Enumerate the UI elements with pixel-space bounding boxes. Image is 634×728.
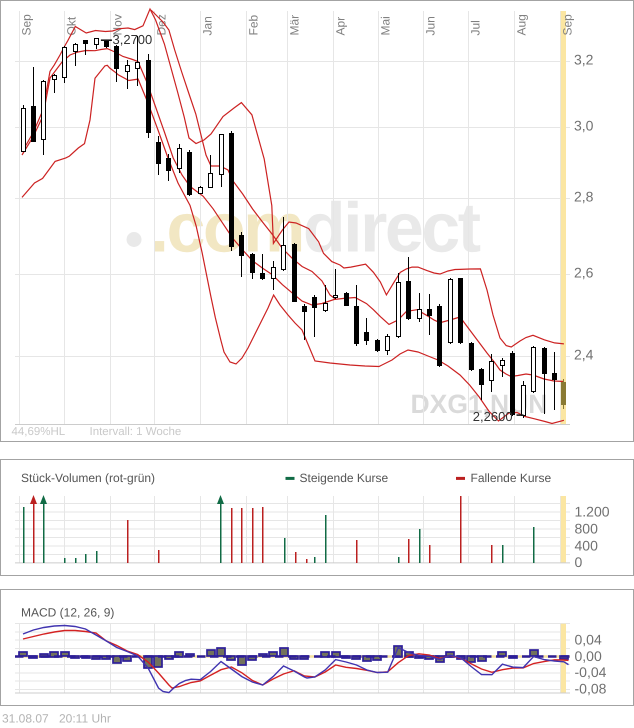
svg-text:3,0: 3,0 <box>574 118 594 134</box>
svg-text:Feb: Feb <box>247 14 261 35</box>
svg-text:0,04: 0,04 <box>575 631 602 647</box>
svg-text:400: 400 <box>575 537 599 553</box>
svg-text:Jan: Jan <box>201 16 215 35</box>
svg-text:Intervall: 1 Woche: Intervall: 1 Woche <box>90 426 182 438</box>
svg-text:20:11 Uhr: 20:11 Uhr <box>59 712 111 726</box>
svg-text:Mai: Mai <box>379 16 393 35</box>
svg-text:Sep: Sep <box>561 14 575 36</box>
svg-text:.comdirect: .comdirect <box>150 189 481 267</box>
svg-text:2,6: 2,6 <box>574 265 594 281</box>
svg-text:Mär: Mär <box>288 15 302 36</box>
svg-text:1.200: 1.200 <box>575 504 610 520</box>
svg-text:-0,04: -0,04 <box>575 664 607 680</box>
svg-text:0: 0 <box>575 554 583 570</box>
svg-text:Fallende Kurse: Fallende Kurse <box>471 471 552 485</box>
svg-text:31.08.07: 31.08.07 <box>2 712 49 726</box>
svg-text:2,8: 2,8 <box>574 189 594 205</box>
svg-text:Okt: Okt <box>65 16 79 35</box>
svg-text:0,00: 0,00 <box>575 648 602 664</box>
svg-text:Apr: Apr <box>334 17 348 36</box>
svg-text:3,2: 3,2 <box>574 52 594 68</box>
svg-text:MACD (12, 26, 9): MACD (12, 26, 9) <box>21 606 114 620</box>
svg-text:2,4: 2,4 <box>574 347 594 363</box>
svg-text:3,2700: 3,2700 <box>113 32 153 47</box>
svg-text:2,2600: 2,2600 <box>473 409 513 424</box>
svg-text:Steigende Kurse: Steigende Kurse <box>300 471 389 485</box>
svg-text:44,69%HL: 44,69%HL <box>12 426 66 438</box>
svg-text:800: 800 <box>575 520 599 536</box>
svg-text:Stück-Volumen (rot-grün): Stück-Volumen (rot-grün) <box>21 471 155 485</box>
svg-text:Jun: Jun <box>424 16 438 35</box>
svg-text:Jul: Jul <box>469 20 483 35</box>
svg-text:Aug: Aug <box>515 14 529 35</box>
svg-text:Sep: Sep <box>20 14 34 36</box>
svg-text:Dez: Dez <box>155 14 169 35</box>
svg-text:-0,08: -0,08 <box>575 681 607 697</box>
